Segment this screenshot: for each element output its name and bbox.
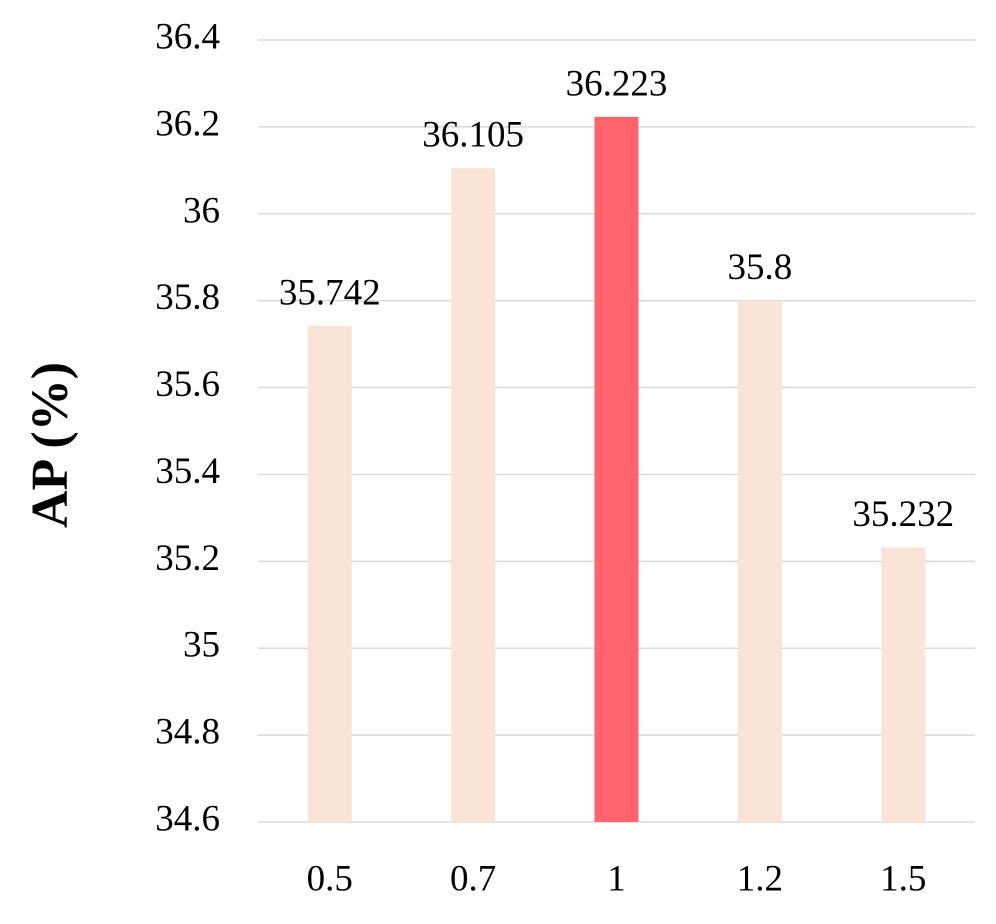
value-label: 35.232 [852,494,954,535]
y-axis-label: AP (%) [22,362,79,528]
bar [307,325,352,822]
x-tick-label: 0.7 [450,858,496,899]
y-tick-label: 36 [183,190,220,231]
value-label: 35.8 [728,247,793,288]
y-tick-label: 35.2 [155,538,220,579]
bar [451,168,496,822]
y-tick-label: 34.8 [155,712,220,753]
y-tick-label: 36.2 [155,103,220,144]
y-tick-label: 35 [183,625,220,666]
x-tick-label: 0.5 [307,858,353,899]
bar [594,116,639,822]
value-label: 36.105 [422,115,524,156]
x-tick-label: 1.2 [737,858,783,899]
value-label: 35.742 [279,272,381,313]
y-tick-label: 35.6 [155,364,220,405]
x-tick-label: 1.5 [880,858,926,899]
y-tick-label: 35.4 [155,451,220,492]
y-tick-label: 36.4 [155,16,220,57]
y-tick-label: 34.6 [155,798,220,839]
x-tick-label: 1 [607,858,626,899]
bar [737,300,782,823]
value-label: 36.223 [566,63,668,104]
y-tick-label: 35.8 [155,277,220,318]
bar [881,547,926,822]
